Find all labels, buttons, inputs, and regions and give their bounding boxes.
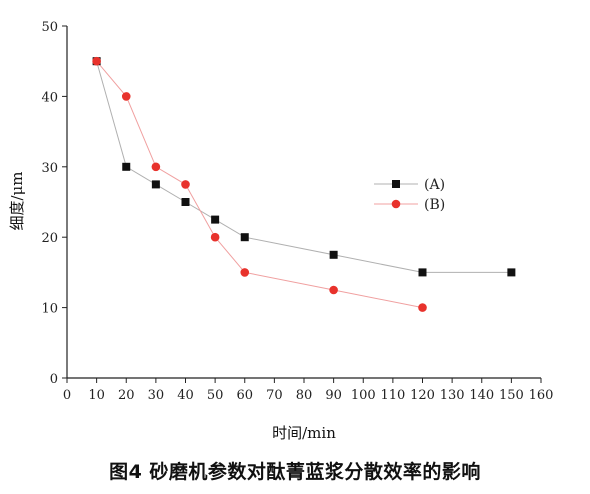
series-a-point — [507, 268, 516, 277]
series-a-point — [151, 180, 160, 189]
legend: (A) (B) — [374, 177, 445, 213]
series-a-point — [181, 198, 190, 206]
series-b-line — [96, 60, 423, 309]
x-tick-label: 130 — [440, 388, 465, 403]
x-tick-label: 110 — [380, 388, 405, 403]
x-tick-label: 80 — [296, 388, 313, 403]
series-a-point — [240, 233, 249, 242]
x-tick-label: 50 — [207, 388, 224, 403]
axes — [66, 26, 541, 379]
series-a-point — [211, 215, 220, 224]
x-tick-label: 30 — [148, 388, 165, 403]
y-axis-label: 细度/μm — [8, 171, 26, 230]
y-tick-label: 10 — [41, 302, 58, 317]
x-tick-label: 100 — [351, 388, 376, 403]
x-tick-label: 150 — [499, 388, 524, 403]
ticks: 0 10 20 30 40 50 60 70 80 90 100 110 120 130 140 150 160… — [41, 20, 553, 403]
legend-label-b: (B) — [424, 197, 445, 213]
x-tick-label: 90 — [325, 388, 342, 403]
y-tick-label: 20 — [41, 231, 58, 246]
x-tick-label: 120 — [410, 388, 435, 403]
series-b-point — [329, 285, 338, 295]
series-b-point — [92, 56, 101, 66]
series-a-point — [418, 268, 427, 277]
series-a-point — [122, 162, 131, 171]
x-tick-label: 140 — [469, 388, 494, 403]
x-tick-label: 160 — [529, 388, 554, 403]
x-tick-label: 40 — [177, 388, 194, 403]
y-tick-label: 50 — [41, 20, 58, 35]
figure-caption: 图4 砂磨机参数对酞菁蓝浆分散效率的影响 — [109, 461, 481, 483]
x-tick-label: 10 — [88, 388, 105, 403]
series-points — [92, 56, 516, 312]
series-b-point — [151, 162, 161, 172]
x-tick-label: 0 — [63, 388, 71, 403]
legend-marker-b — [391, 199, 401, 209]
series-b-point — [240, 268, 250, 277]
y-tick-label: 40 — [41, 90, 58, 105]
series-a-point — [329, 250, 338, 259]
x-tick-label: 70 — [266, 388, 283, 403]
series-b-point — [121, 92, 131, 101]
series-b-point — [418, 303, 427, 312]
legend-label-a: (A) — [424, 177, 445, 193]
y-tick-label: 0 — [50, 372, 58, 387]
x-tick-label: 20 — [118, 388, 135, 403]
x-tick-label: 60 — [236, 388, 253, 403]
series-b-point — [210, 232, 220, 242]
legend-marker-a — [392, 180, 400, 188]
y-tick-label: 30 — [41, 161, 58, 176]
x-axis-label: 时间/min — [272, 424, 336, 442]
series-b-point — [181, 180, 190, 189]
